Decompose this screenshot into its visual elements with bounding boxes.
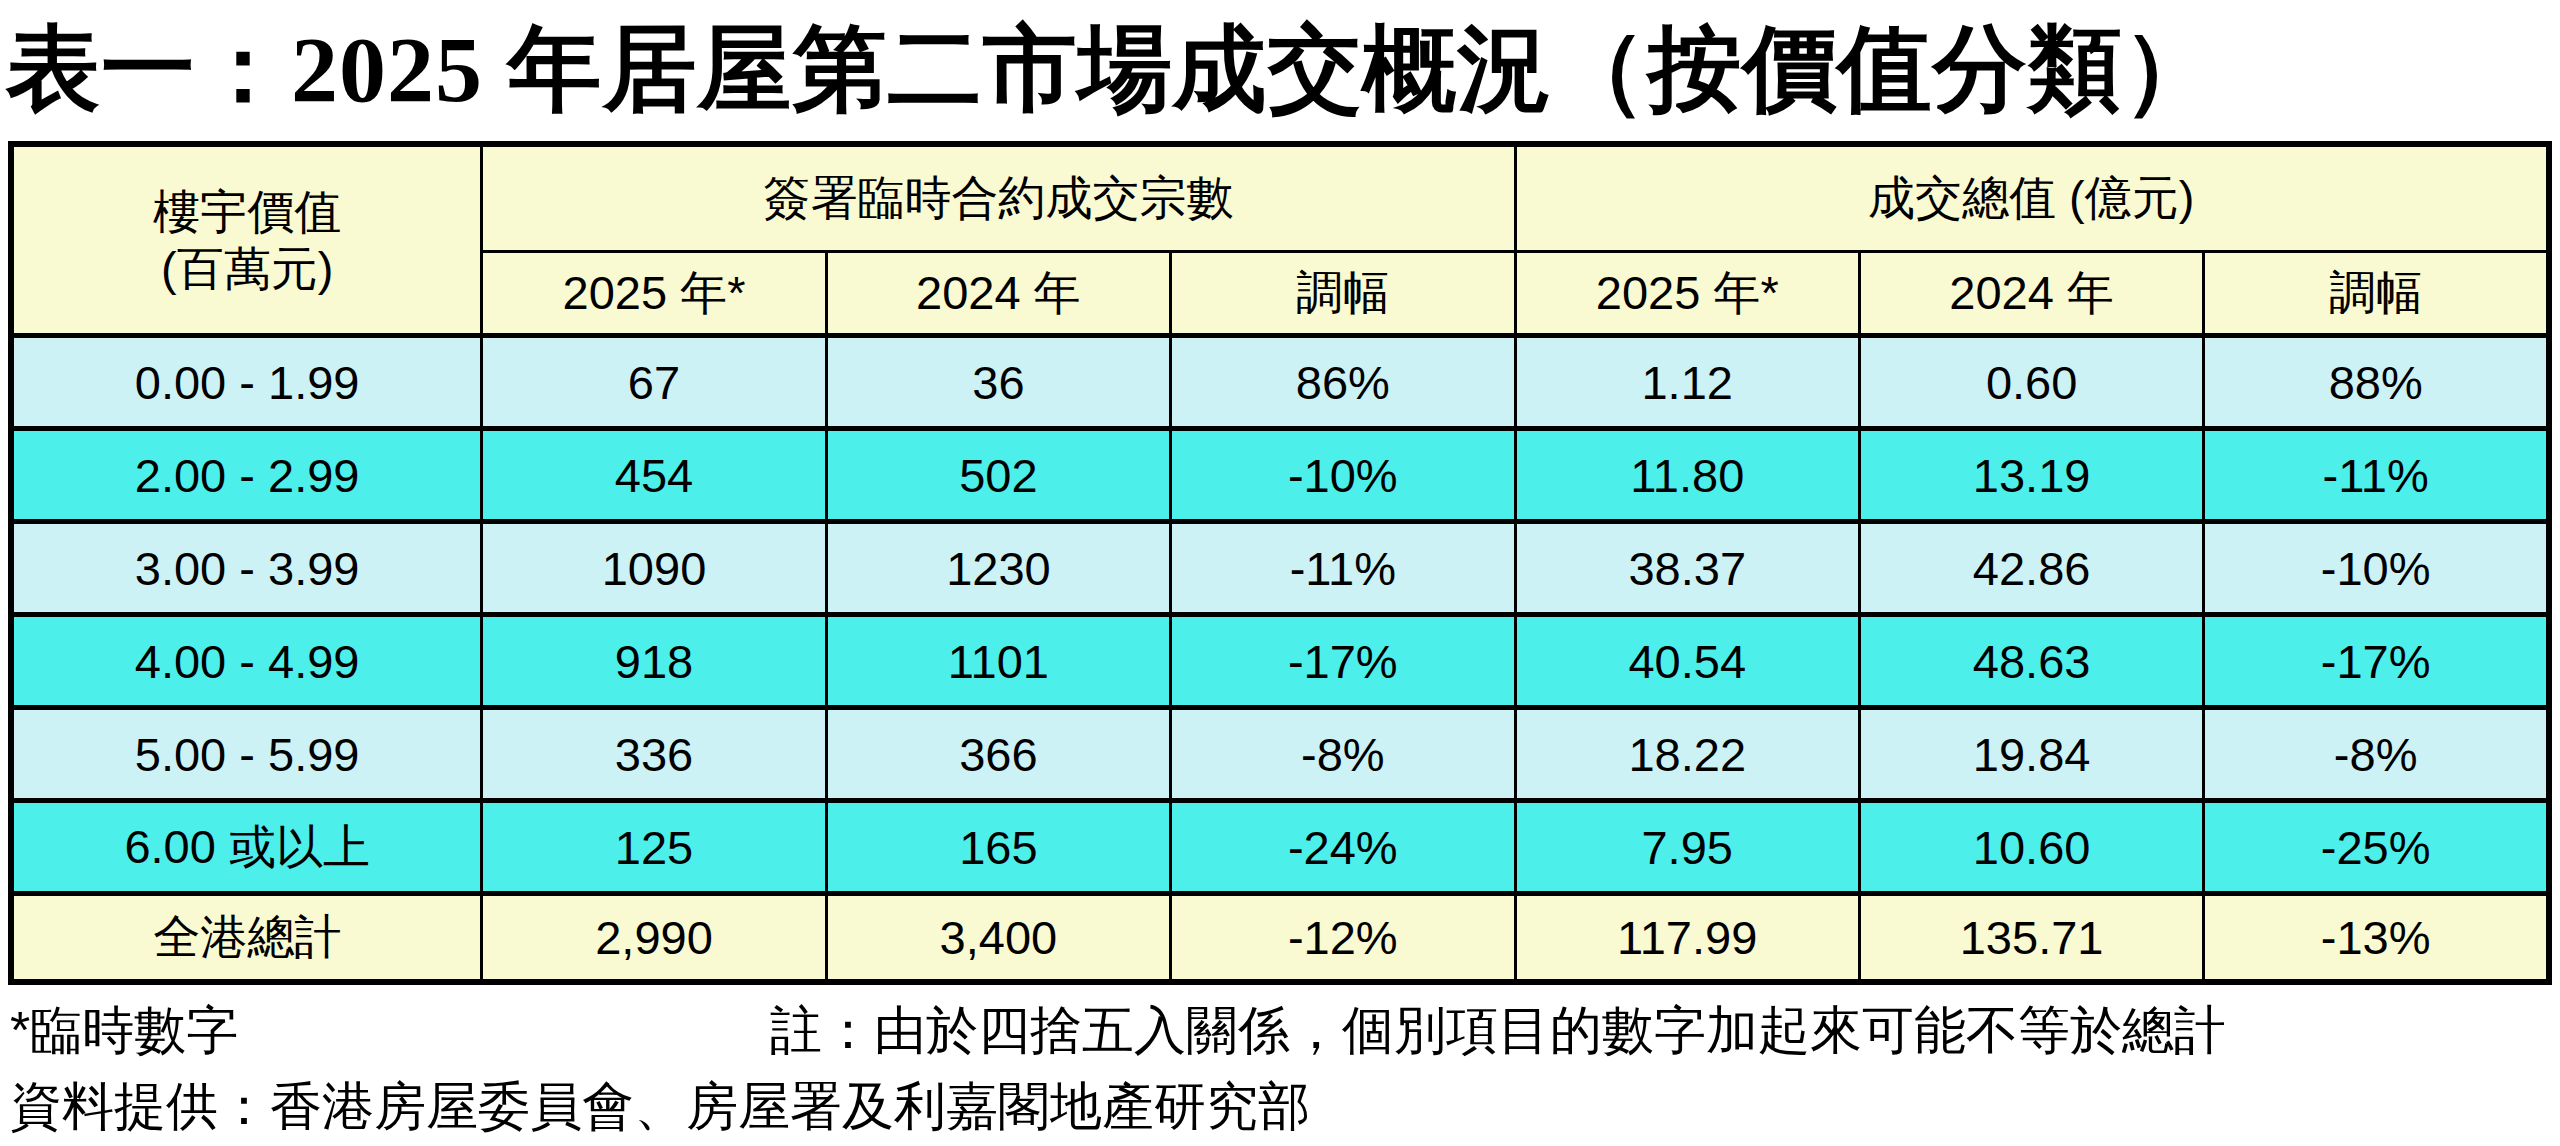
table-row: 5.00 - 5.99 336 366 -8% 18.22 19.84 -8% [11,708,2549,801]
cell-value-change: -25% [2204,801,2549,894]
cell-value-2024: 48.63 [1859,615,2203,708]
cell-total-count-change: -12% [1171,894,1515,982]
cell-price-band: 0.00 - 1.99 [11,336,482,429]
cell-value-change: -10% [2204,522,2549,615]
cell-value-2024: 42.86 [1859,522,2203,615]
hos-secondary-market-table: 樓宇價值 (百萬元) 簽署臨時合約成交宗數 成交總值 (億元) 2025 年* … [8,141,2552,985]
cell-count-2025: 336 [482,708,826,801]
cell-count-2024: 1101 [826,615,1170,708]
provisional-figures-note: *臨時數字 [10,997,770,1064]
cell-value-2025: 18.22 [1515,708,1859,801]
cell-price-band: 6.00 或以上 [11,801,482,894]
subheader-value-2024: 2024 年 [1859,252,2203,336]
cell-total-count-2024: 3,400 [826,894,1170,982]
cell-count-change: -11% [1171,522,1515,615]
cell-count-change: -24% [1171,801,1515,894]
subheader-value-2025: 2025 年* [1515,252,1859,336]
cell-count-2024: 502 [826,429,1170,522]
column-header-building-value-line1: 樓宇價值 [14,183,480,240]
subheader-count-2025: 2025 年* [482,252,826,336]
subheader-value-change: 調幅 [2204,252,2549,336]
cell-count-change: -10% [1171,429,1515,522]
cell-count-2025: 1090 [482,522,826,615]
cell-value-change: -8% [2204,708,2549,801]
table-row: 0.00 - 1.99 67 36 86% 1.12 0.60 88% [11,336,2549,429]
cell-count-2025: 454 [482,429,826,522]
cell-count-2025: 125 [482,801,826,894]
cell-value-2025: 38.37 [1515,522,1859,615]
table-row: 2.00 - 2.99 454 502 -10% 11.80 13.19 -11… [11,429,2549,522]
cell-price-band: 2.00 - 2.99 [11,429,482,522]
table-total-row: 全港總計 2,990 3,400 -12% 117.99 135.71 -13% [11,894,2549,982]
cell-value-2024: 13.19 [1859,429,2203,522]
cell-count-2025: 67 [482,336,826,429]
column-header-building-value: 樓宇價值 (百萬元) [11,144,482,336]
cell-count-2024: 165 [826,801,1170,894]
cell-count-change: 86% [1171,336,1515,429]
table-row: 4.00 - 4.99 918 1101 -17% 40.54 48.63 -1… [11,615,2549,708]
subheader-count-change: 調幅 [1171,252,1515,336]
cell-value-2025: 40.54 [1515,615,1859,708]
cell-count-2024: 36 [826,336,1170,429]
cell-total-value-2024: 135.71 [1859,894,2203,982]
cell-total-value-2025: 117.99 [1515,894,1859,982]
header-group-row: 樓宇價值 (百萬元) 簽署臨時合約成交宗數 成交總值 (億元) [11,144,2549,252]
cell-price-band: 5.00 - 5.99 [11,708,482,801]
cell-value-2025: 1.12 [1515,336,1859,429]
cell-value-change: 88% [2204,336,2549,429]
cell-value-2024: 10.60 [1859,801,2203,894]
subheader-count-2024: 2024 年 [826,252,1170,336]
cell-count-change: -17% [1171,615,1515,708]
cell-total-label: 全港總計 [11,894,482,982]
cell-count-2025: 918 [482,615,826,708]
page-title: 表一：2025 年居屋第二市場成交概況（按價值分類） [0,0,2560,141]
source-note: 資料提供：香港房屋委員會、房屋署及利嘉閣地產研究部 [10,1073,2550,1140]
cell-value-2024: 0.60 [1859,336,2203,429]
cell-count-change: -8% [1171,708,1515,801]
cell-value-2024: 19.84 [1859,708,2203,801]
group-header-transaction-count: 簽署臨時合約成交宗數 [482,144,1515,252]
cell-price-band: 4.00 - 4.99 [11,615,482,708]
group-header-total-value: 成交總值 (億元) [1515,144,2549,252]
page: 表一：2025 年居屋第二市場成交概況（按價值分類） 樓宇價值 (百萬元) 簽署… [0,0,2560,1146]
table-row: 3.00 - 3.99 1090 1230 -11% 38.37 42.86 -… [11,522,2549,615]
cell-price-band: 3.00 - 3.99 [11,522,482,615]
cell-value-change: -17% [2204,615,2549,708]
cell-count-2024: 1230 [826,522,1170,615]
footnotes: *臨時數字 註：由於四捨五入關係，個別項目的數字加起來可能不等於總計 資料提供：… [0,985,2560,1140]
cell-value-2025: 11.80 [1515,429,1859,522]
cell-value-2025: 7.95 [1515,801,1859,894]
cell-count-2024: 366 [826,708,1170,801]
table-row: 6.00 或以上 125 165 -24% 7.95 10.60 -25% [11,801,2549,894]
cell-total-value-change: -13% [2204,894,2549,982]
footnote-line1: *臨時數字 註：由於四捨五入關係，個別項目的數字加起來可能不等於總計 [10,997,2550,1064]
cell-value-change: -11% [2204,429,2549,522]
column-header-building-value-line2: (百萬元) [14,240,480,297]
rounding-note: 註：由於四捨五入關係，個別項目的數字加起來可能不等於總計 [770,997,2550,1064]
cell-total-count-2025: 2,990 [482,894,826,982]
